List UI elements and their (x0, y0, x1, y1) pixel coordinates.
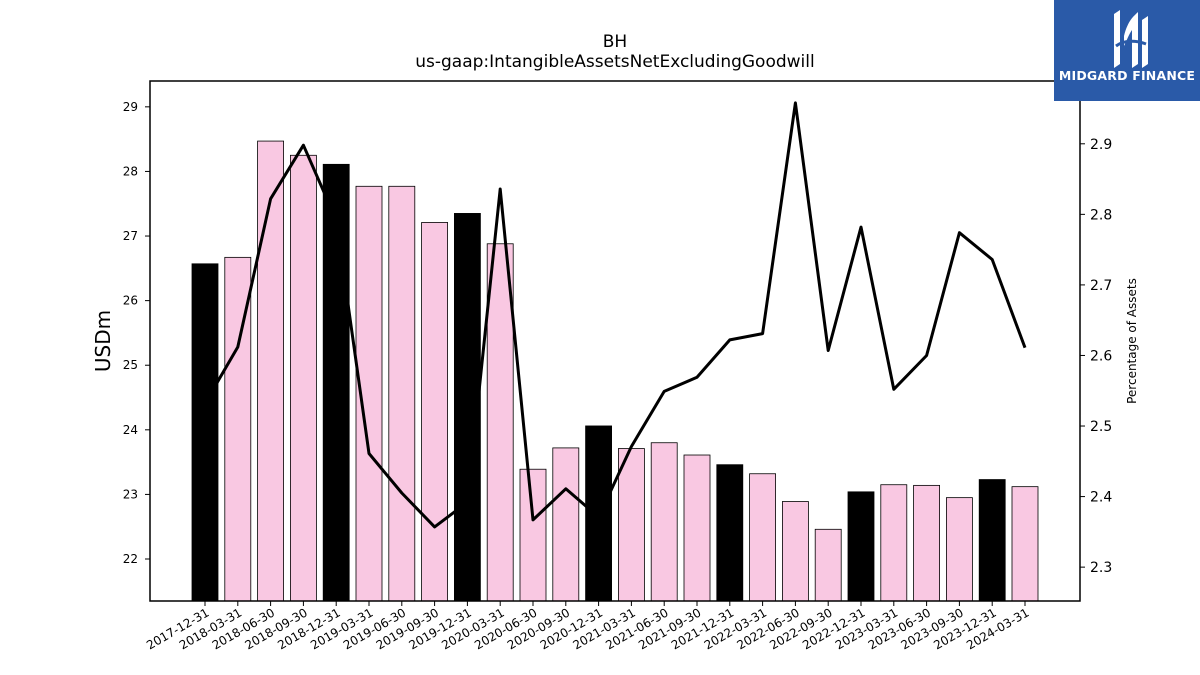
y-tick-label: 27 (123, 229, 138, 243)
y-tick-label: 25 (123, 358, 138, 372)
bar (782, 501, 809, 602)
bar (946, 497, 973, 602)
y2-tick-label: 2.4 (1090, 490, 1112, 506)
bar (847, 491, 875, 602)
bar (1011, 486, 1039, 602)
plot-frame (149, 80, 1081, 602)
bar (421, 222, 449, 602)
y-tick-label: 23 (123, 487, 138, 501)
y-tick-label: 29 (123, 100, 138, 114)
y2-tick-label: 2.9 (1090, 137, 1112, 153)
x-axis-ticks: 2017-12-312018-03-312018-06-302018-09-30… (144, 601, 1032, 652)
bar (716, 464, 744, 602)
logo-mark-icon (1114, 10, 1148, 68)
midgard-finance-logo: MIDGARD FINANCE (1054, 0, 1200, 101)
y-tick-label: 22 (123, 552, 138, 566)
bar-series (191, 140, 1039, 602)
chart-title: BH (602, 32, 628, 52)
left-axis-ticks: 22 23 24 25 26 27 28 29 (123, 100, 150, 566)
line-series (203, 101, 1027, 529)
percentage-line (203, 101, 1027, 529)
bar (749, 473, 776, 602)
y-tick-label: 28 (123, 164, 138, 178)
bar (486, 243, 514, 602)
bar (650, 442, 678, 602)
bar (978, 479, 1006, 602)
chart-subtitle: us-gaap:IntangibleAssetsNetExcludingGood… (415, 52, 815, 72)
y-axis-label: USDm (91, 310, 115, 372)
bar (289, 154, 317, 602)
bar (814, 528, 842, 602)
bar (257, 140, 285, 602)
bar (683, 454, 711, 602)
bar (913, 484, 940, 602)
bar (388, 185, 416, 602)
bar (322, 163, 350, 602)
y2-tick-label: 2.5 (1090, 419, 1112, 435)
y2-tick-label: 2.8 (1090, 207, 1112, 223)
y2-tick-label: 2.6 (1090, 348, 1112, 364)
bar (519, 468, 547, 602)
right-axis-ticks: 2.3 2.4 2.5 2.6 2.7 2.8 2.9 (1080, 137, 1112, 576)
y2-tick-label: 2.7 (1090, 278, 1112, 294)
bar (618, 448, 645, 602)
y-tick-label: 26 (123, 294, 138, 308)
bar (552, 447, 580, 602)
bar (880, 484, 908, 602)
y2-tick-label: 2.3 (1090, 560, 1112, 576)
y2-axis-label: Percentage of Assets (1125, 278, 1139, 404)
logo-text: MIDGARD FINANCE (1058, 68, 1196, 83)
y-tick-label: 24 (123, 423, 138, 437)
bar (191, 263, 219, 602)
